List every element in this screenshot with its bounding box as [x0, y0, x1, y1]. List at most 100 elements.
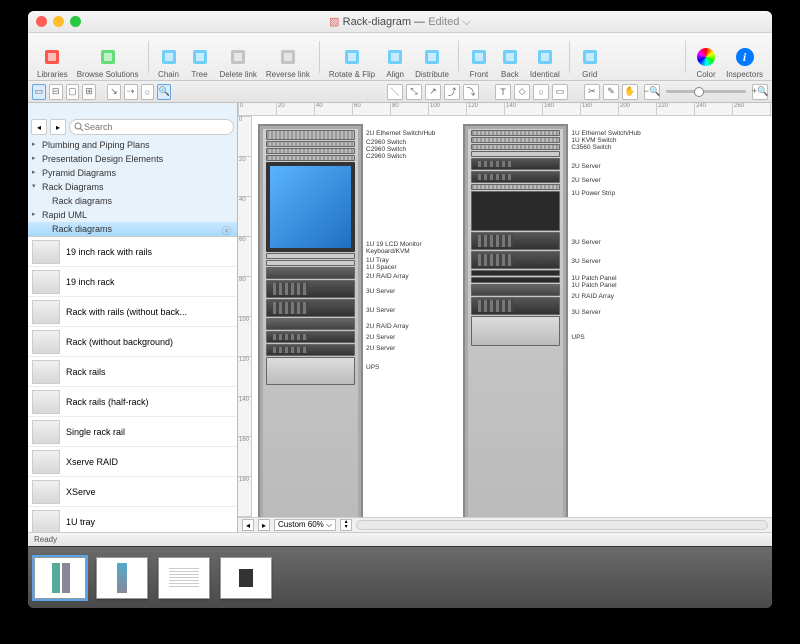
rack-unit[interactable] [471, 137, 560, 143]
shape-item[interactable]: XServe [28, 477, 237, 507]
rack-unit[interactable] [266, 318, 355, 330]
distribute-button[interactable]: Distribute [412, 35, 452, 79]
category-item[interactable]: Plumbing and Piping Plans [28, 138, 237, 152]
rack-unit[interactable] [471, 130, 560, 136]
front-button[interactable]: Front [465, 35, 493, 79]
selected-shape-group[interactable]: Rack diagrams ⓧ [28, 222, 237, 236]
close-button[interactable] [36, 16, 47, 27]
rack-unit[interactable] [471, 270, 560, 276]
tool-snap[interactable]: ↘ [107, 84, 121, 100]
category-item[interactable]: Rapid UML [28, 208, 237, 222]
rotate-flip-button[interactable]: Rotate & Flip [326, 35, 378, 79]
align-button[interactable]: Align [381, 35, 409, 79]
browse-solutions-button[interactable]: Browse Solutions [74, 35, 142, 79]
shape-item[interactable]: 19 inch rack with rails [28, 237, 237, 267]
shape-item[interactable]: 1U tray [28, 507, 237, 532]
category-item[interactable]: Rack Diagrams [28, 180, 237, 194]
shape-item[interactable]: Rack with rails (without back... [28, 297, 237, 327]
shape-item[interactable]: 19 inch rack [28, 267, 237, 297]
line-tool-5[interactable]: ⤵ [463, 84, 479, 100]
h-scrollbar[interactable] [356, 520, 768, 530]
rack-unit[interactable] [471, 277, 560, 283]
thumb-3[interactable] [158, 557, 210, 599]
inspectors-button[interactable]: iInspectors [723, 35, 766, 79]
rect-tool[interactable]: ▭ [552, 84, 568, 100]
shape-item[interactable]: Rack (without background) [28, 327, 237, 357]
rack-unit[interactable] [266, 267, 355, 279]
shape-item[interactable]: Xserve RAID [28, 447, 237, 477]
color-button[interactable]: Color [692, 35, 720, 79]
shape-tool[interactable]: ◇ [514, 84, 530, 100]
zoom-select[interactable]: Custom 60% ⌵ [274, 519, 336, 531]
rack-unit[interactable] [471, 158, 560, 170]
page-next[interactable]: ▸ [258, 519, 270, 531]
rack-unit[interactable] [266, 299, 355, 317]
thumb-2[interactable] [96, 557, 148, 599]
hand-tool[interactable]: ✋ [622, 84, 638, 100]
rack-unit[interactable] [471, 191, 560, 231]
circle-tool[interactable]: ○ [533, 84, 549, 100]
rack-unit[interactable] [471, 184, 560, 190]
chain-button[interactable]: Chain [155, 35, 183, 79]
grid-button[interactable]: Grid [576, 35, 604, 79]
rack-unit[interactable] [471, 232, 560, 250]
line-tool-3[interactable]: ↗ [425, 84, 441, 100]
tool-node[interactable]: ○ [141, 84, 155, 100]
tool-4[interactable]: ⊞ [82, 84, 96, 100]
tool-3[interactable]: ▢ [66, 84, 80, 100]
rack-unit[interactable] [266, 357, 355, 385]
line-tool-1[interactable]: ＼ [387, 84, 403, 100]
zoom-slider[interactable] [666, 90, 746, 93]
rack-unit[interactable] [266, 253, 355, 259]
delete-link-button[interactable]: Delete link [217, 35, 260, 79]
rack-unit[interactable] [266, 162, 355, 252]
shape-item[interactable]: Rack rails (half-rack) [28, 387, 237, 417]
back-button[interactable]: Back [496, 35, 524, 79]
rack-unit[interactable] [471, 284, 560, 296]
rack-unit[interactable] [471, 151, 560, 157]
zoom-out[interactable]: −🔍 [644, 84, 660, 100]
tree-button[interactable]: Tree [186, 35, 214, 79]
rack-2[interactable] [463, 124, 568, 517]
category-item[interactable]: Pyramid Diagrams [28, 166, 237, 180]
rack-unit[interactable] [266, 155, 355, 161]
thumb-4[interactable] [220, 557, 272, 599]
thumb-1[interactable] [34, 557, 86, 599]
zoom-stepper[interactable]: ▴▾ [340, 519, 352, 531]
maximize-button[interactable] [70, 16, 81, 27]
page-prev[interactable]: ◂ [242, 519, 254, 531]
rack-unit[interactable] [266, 260, 355, 266]
rack-unit[interactable] [266, 141, 355, 147]
rack-unit[interactable] [266, 130, 355, 140]
category-item[interactable]: Presentation Design Elements [28, 152, 237, 166]
tool-2[interactable]: ⊟ [49, 84, 63, 100]
rack-unit[interactable] [266, 148, 355, 154]
minimize-button[interactable] [53, 16, 64, 27]
reverse-link-button[interactable]: Reverse link [263, 35, 313, 79]
shape-item[interactable]: Single rack rail [28, 417, 237, 447]
rack-unit[interactable] [471, 171, 560, 183]
rack-unit[interactable] [266, 280, 355, 298]
rack-1[interactable] [258, 124, 363, 517]
line-tool-2[interactable]: ⤡ [406, 84, 422, 100]
select-tool[interactable]: ▭ [32, 84, 46, 100]
close-icon[interactable]: ⓧ [222, 224, 231, 237]
rack-unit[interactable] [471, 251, 560, 269]
tool-zoom[interactable]: 🔍 [157, 84, 171, 100]
search-input[interactable] [69, 119, 234, 135]
subcategory-item[interactable]: Rack diagrams [28, 194, 237, 208]
rack-unit[interactable] [471, 144, 560, 150]
eyedrop-tool[interactable]: ✎ [603, 84, 619, 100]
zoom-in[interactable]: +🔍 [752, 84, 768, 100]
search-prev[interactable]: ◂ [31, 119, 47, 135]
identical-button[interactable]: Identical [527, 35, 563, 79]
rack-unit[interactable] [266, 344, 355, 356]
libraries-button[interactable]: Libraries [34, 35, 71, 79]
tool-connect[interactable]: ⇢ [124, 84, 138, 100]
titlebar[interactable]: ▧ Rack-diagram — Edited ⌵ [28, 11, 772, 33]
rack-unit[interactable] [471, 316, 560, 346]
rack-unit[interactable] [266, 331, 355, 343]
rack-unit[interactable] [471, 297, 560, 315]
canvas[interactable]: 2U Ethernet Switch/HubC2960 SwitchC2960 … [252, 116, 772, 517]
line-tool-4[interactable]: ⤴ [444, 84, 460, 100]
